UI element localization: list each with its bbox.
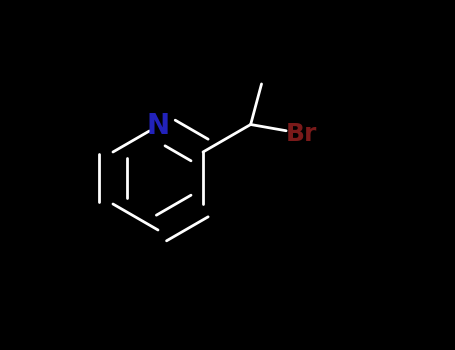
Text: Br: Br <box>286 121 318 146</box>
Text: N: N <box>147 112 170 140</box>
